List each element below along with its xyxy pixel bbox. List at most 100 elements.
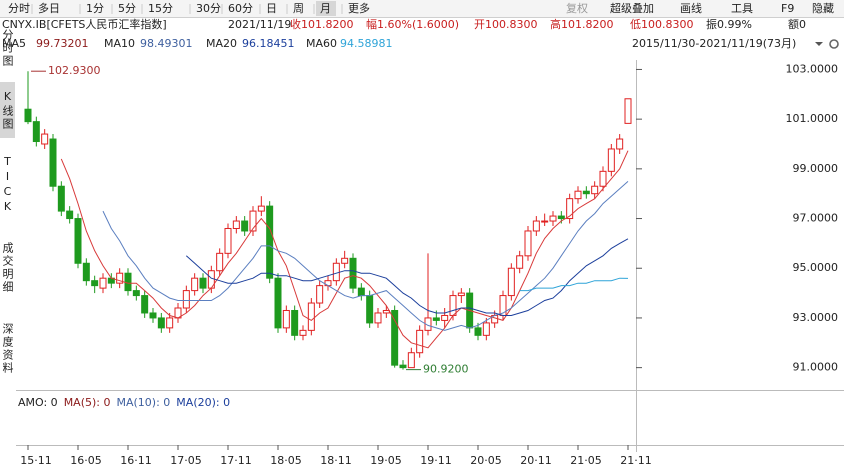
tab[interactable]: 周 bbox=[293, 2, 304, 15]
candle-body bbox=[291, 309, 299, 336]
tool[interactable]: F9 bbox=[781, 2, 794, 15]
candle-body bbox=[332, 262, 340, 282]
x-tick-label: 19·11 bbox=[420, 454, 452, 467]
quote-item: 开100.8300 bbox=[474, 18, 538, 31]
ma-line bbox=[60, 150, 629, 349]
tab[interactable]: 5分 bbox=[118, 2, 136, 15]
candle-body bbox=[166, 317, 174, 329]
side-tab[interactable]: K线图 bbox=[0, 82, 15, 138]
candle-body bbox=[391, 309, 399, 366]
candle-body bbox=[116, 272, 124, 284]
candle-body bbox=[216, 252, 224, 272]
tab[interactable]: 1分 bbox=[86, 2, 104, 15]
amo-label: AMO: 0 bbox=[18, 396, 58, 409]
tool[interactable]: 超级叠加 bbox=[610, 1, 654, 15]
candle-body bbox=[249, 210, 257, 232]
candle-body bbox=[482, 322, 490, 336]
tab[interactable]: 更多 bbox=[348, 1, 370, 15]
tool[interactable]: 隐藏 bbox=[812, 2, 834, 15]
candle-body bbox=[566, 198, 574, 220]
candle-body bbox=[341, 257, 349, 264]
candle-body bbox=[149, 312, 157, 319]
legend-value: 96.18451 bbox=[242, 37, 295, 50]
candle-body bbox=[57, 185, 65, 212]
x-tick-label: 18·11 bbox=[320, 454, 352, 467]
tool[interactable]: 复权 bbox=[566, 1, 588, 15]
y-tick-label: 103.0000 bbox=[786, 62, 839, 75]
candle-body bbox=[307, 302, 315, 331]
tab[interactable]: 月 bbox=[320, 2, 331, 15]
amo-label: MA(20): 0 bbox=[176, 396, 230, 409]
tab[interactable]: 日 bbox=[266, 2, 277, 15]
x-tick-label: 16·05 bbox=[70, 454, 102, 467]
dropdown-icon[interactable] bbox=[815, 42, 823, 46]
tab[interactable]: 多日 bbox=[38, 1, 60, 15]
settings-icon[interactable] bbox=[829, 39, 839, 49]
candle-body bbox=[549, 215, 557, 222]
tool[interactable]: 工具 bbox=[731, 2, 753, 15]
quote-item: 高101.8200 bbox=[550, 17, 614, 31]
candle-body bbox=[266, 205, 274, 279]
x-tick-label: 21·05 bbox=[570, 454, 602, 467]
y-tick-label: 99.0000 bbox=[793, 162, 839, 175]
candle-body bbox=[274, 277, 282, 329]
legend-name: MA60 bbox=[306, 37, 337, 50]
candle-body bbox=[366, 295, 374, 324]
legend-value: 99.73201 bbox=[36, 37, 89, 50]
candle-body bbox=[457, 292, 465, 297]
candle-body bbox=[157, 317, 165, 329]
symbol: CNYX.IB[CFETS人民币汇率指数] bbox=[2, 17, 167, 31]
tab[interactable]: 15分 bbox=[148, 2, 173, 15]
legend-name: MA5 bbox=[2, 37, 26, 50]
candle-body bbox=[99, 277, 107, 289]
amo-label: MA(10): 0 bbox=[117, 396, 171, 409]
tab[interactable]: 30分 bbox=[196, 2, 221, 15]
candle-body bbox=[224, 227, 232, 254]
candle-body bbox=[191, 277, 199, 292]
ma-line bbox=[519, 277, 629, 292]
candle-body bbox=[624, 98, 632, 124]
quote-date: 2021/11/19 bbox=[228, 18, 291, 31]
candle-body bbox=[616, 138, 624, 150]
legend-name: MA20 bbox=[206, 37, 237, 50]
ma-line bbox=[185, 238, 629, 316]
quote-item: 收101.8200 bbox=[290, 17, 354, 31]
side-tab[interactable]: TICK bbox=[1, 155, 14, 215]
tab[interactable]: 60分 bbox=[228, 2, 253, 15]
candle-body bbox=[474, 327, 482, 336]
y-tick-label: 91.0000 bbox=[793, 361, 839, 374]
candle-body bbox=[132, 290, 140, 297]
candle-body bbox=[557, 215, 565, 220]
x-tick-label: 16·11 bbox=[120, 454, 152, 467]
side-tab[interactable]: 成交明细 bbox=[1, 242, 14, 294]
candle-body bbox=[32, 121, 40, 143]
tool[interactable]: 画线 bbox=[680, 1, 702, 15]
candle-body bbox=[357, 287, 365, 297]
candle-body bbox=[299, 329, 307, 336]
candle-body bbox=[199, 277, 207, 289]
x-tick-label: 17·11 bbox=[220, 454, 252, 467]
x-tick-label: 18·05 bbox=[270, 454, 302, 467]
candle-body bbox=[49, 138, 57, 187]
side-tab[interactable]: 分时图 bbox=[1, 28, 14, 68]
x-tick-label: 15·11 bbox=[20, 454, 52, 467]
x-tick-label: 21·11 bbox=[620, 454, 652, 467]
x-tick-label: 17·05 bbox=[170, 454, 202, 467]
tab[interactable]: 分时 bbox=[8, 2, 30, 15]
candle-body bbox=[449, 295, 457, 316]
candle-body bbox=[124, 272, 132, 292]
candle-body bbox=[141, 295, 149, 314]
candle-body bbox=[282, 309, 290, 329]
candle-body bbox=[66, 210, 74, 220]
candle-body bbox=[91, 280, 99, 287]
y-tick-label: 95.0000 bbox=[793, 261, 839, 274]
date-range: 2015/11/30-2021/11/19(73月) bbox=[632, 37, 796, 50]
x-tick-label: 20·11 bbox=[520, 454, 552, 467]
candle-body bbox=[591, 185, 599, 195]
legend-value: 94.58981 bbox=[340, 37, 393, 50]
quote-item: 额0 bbox=[788, 18, 806, 31]
side-tab[interactable]: 深度资料 bbox=[1, 323, 14, 375]
candle-body bbox=[607, 148, 615, 172]
